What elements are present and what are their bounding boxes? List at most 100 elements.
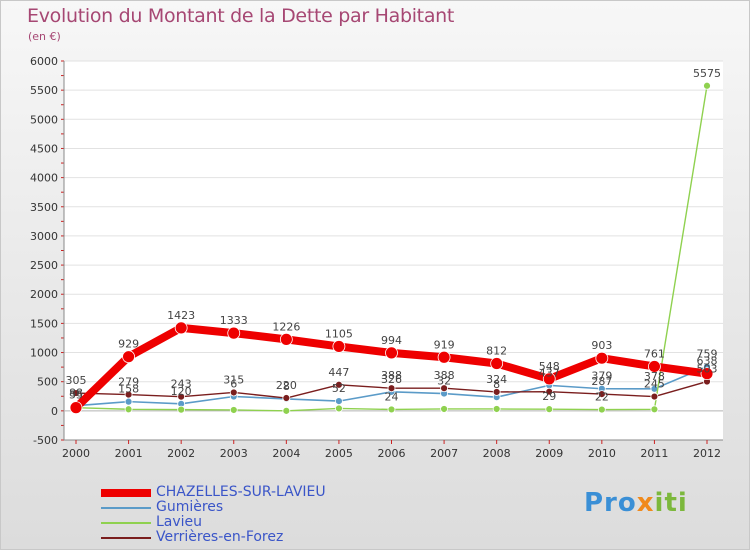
data-point-lavieu xyxy=(229,406,238,414)
x-tick-label: 2001 xyxy=(115,447,143,460)
data-point-chazelles-sur-lavieu xyxy=(385,346,398,360)
plot-area xyxy=(64,61,723,440)
legend-label-verrieres: Verrières-en-Forez xyxy=(156,529,284,545)
y-tick-label: 4500 xyxy=(30,142,58,155)
data-label-verrieres-en-forez: 447 xyxy=(328,366,349,379)
legend-label-lavieu: Lavieu xyxy=(156,514,203,530)
data-point-verrieres-en-forez xyxy=(650,392,659,401)
data-label-lavieu: 29 xyxy=(542,390,556,403)
legend-swatch-lavieu xyxy=(101,522,151,524)
x-tick-label: 2003 xyxy=(220,447,248,460)
data-point-gumieres xyxy=(124,397,133,406)
data-label-verrieres-en-forez: 243 xyxy=(171,378,192,391)
data-point-verrieres-en-forez xyxy=(597,390,606,399)
data-label-gumieres: 158 xyxy=(118,383,139,396)
data-point-verrieres-en-forez xyxy=(177,392,186,401)
y-tick-label: 2000 xyxy=(30,288,58,301)
data-point-lavieu xyxy=(492,405,501,413)
legend-swatch-verrieres xyxy=(101,537,151,539)
data-point-chazelles-sur-lavieu xyxy=(648,360,661,373)
data-label-chazelles-sur-lavieu: 919 xyxy=(434,338,455,351)
chart-unit: (en €) xyxy=(28,30,61,43)
x-tick-label: 2009 xyxy=(535,447,563,460)
x-tick-label: 2005 xyxy=(325,447,353,460)
legend-swatch-gumieres xyxy=(101,507,151,509)
data-label-chazelles-sur-lavieu: 1423 xyxy=(167,309,195,322)
data-label-lavieu: 22 xyxy=(595,391,609,404)
data-label-chazelles-sur-lavieu: 548 xyxy=(539,360,560,373)
data-point-verrieres-en-forez xyxy=(124,390,133,399)
data-point-chazelles-sur-lavieu xyxy=(490,357,504,370)
data-label-gumieres: 326 xyxy=(381,373,402,386)
legend-label-chazelles: CHAZELLES-SUR-LAVIEU xyxy=(156,484,326,500)
data-point-lavieu xyxy=(387,405,396,414)
data-point-lavieu xyxy=(124,405,133,414)
data-point-chazelles-sur-lavieu xyxy=(700,367,714,381)
data-point-chazelles-sur-lavieu xyxy=(595,351,609,365)
y-tick-label: 5000 xyxy=(30,113,58,126)
data-point-verrieres-en-forez xyxy=(545,387,554,396)
data-point-verrieres-en-forez xyxy=(72,389,80,397)
x-tick-label: 2002 xyxy=(167,447,195,460)
data-label-verrieres-en-forez: 245 xyxy=(644,378,665,391)
x-tick-label: 2010 xyxy=(588,447,616,460)
data-label-lavieu: 55 xyxy=(69,389,83,402)
data-label-lavieu: 24 xyxy=(385,390,399,403)
data-label-chazelles-sur-lavieu: 1105 xyxy=(325,327,353,340)
data-point-verrieres-en-forez xyxy=(282,394,291,402)
data-label-chazelles-sur-lavieu: 1226 xyxy=(272,320,300,333)
x-tick-label: 2000 xyxy=(62,447,90,460)
y-tick-label: 2500 xyxy=(30,259,58,272)
data-point-verrieres-en-forez xyxy=(387,384,396,393)
y-tick-label: 4000 xyxy=(30,172,58,185)
data-label-chazelles-sur-lavieu: 903 xyxy=(591,339,612,352)
data-point-chazelles-sur-lavieu xyxy=(69,401,83,415)
data-point-chazelles-sur-lavieu xyxy=(122,350,135,364)
y-tick-label: 1500 xyxy=(30,317,58,330)
data-point-lavieu xyxy=(597,405,606,414)
x-tick-label: 2012 xyxy=(693,447,721,460)
data-label-verrieres-en-forez: 305 xyxy=(66,374,87,387)
x-tick-label: 2007 xyxy=(430,447,458,460)
data-label-gumieres: 437 xyxy=(539,366,560,379)
data-label-gumieres: 52 xyxy=(332,382,346,395)
y-tick-label: 1000 xyxy=(30,347,58,360)
x-tick-label: 2008 xyxy=(483,447,511,460)
data-label-gumieres: 6 xyxy=(230,378,237,391)
data-label-chazelles-sur-lavieu: 812 xyxy=(486,345,507,358)
data-label-verrieres-en-forez: 315 xyxy=(223,373,244,386)
data-label-gumieres: 32 xyxy=(437,375,451,388)
data-point-verrieres-en-forez xyxy=(229,388,238,397)
x-tick-label: 2004 xyxy=(272,447,300,460)
chart-title: Evolution du Montant de la Dette par Hab… xyxy=(27,5,455,27)
data-point-lavieu xyxy=(703,81,711,90)
legend-label-gumieres: Gumières xyxy=(156,499,224,515)
data-point-lavieu xyxy=(335,404,343,413)
data-label-chazelles-sur-lavieu: 638 xyxy=(697,355,718,368)
proxiti-logo: Proxiti xyxy=(584,488,688,518)
y-tick-label: 6000 xyxy=(30,55,58,68)
x-tick-label: 2006 xyxy=(378,447,406,460)
data-point-chazelles-sur-lavieu xyxy=(542,372,556,386)
data-label-verrieres-en-forez: 279 xyxy=(118,376,139,389)
y-tick-label: 500 xyxy=(37,376,58,389)
data-point-lavieu xyxy=(282,406,291,415)
x-tick-label: 2011 xyxy=(640,447,668,460)
y-tick-label: 3000 xyxy=(30,230,58,243)
data-label-chazelles-sur-lavieu: 1333 xyxy=(220,314,248,327)
data-label-gumieres: 378 xyxy=(644,370,665,383)
data-label-gumieres: 759 xyxy=(697,348,718,361)
data-label-gumieres: 8 xyxy=(493,378,500,391)
data-label-gumieres: 379 xyxy=(591,370,612,383)
data-label-gumieres: 88 xyxy=(69,387,83,400)
data-label-chazelles-sur-lavieu: 994 xyxy=(381,334,402,347)
data-label-verrieres-en-forez: 388 xyxy=(434,369,455,382)
y-tick-label: -500 xyxy=(33,434,58,447)
data-label-lavieu: 5575 xyxy=(693,67,721,80)
legend-swatch-chazelles xyxy=(101,489,151,497)
data-point-verrieres-en-forez xyxy=(492,388,501,396)
data-point-verrieres-en-forez xyxy=(335,380,343,389)
data-point-lavieu xyxy=(650,405,659,414)
